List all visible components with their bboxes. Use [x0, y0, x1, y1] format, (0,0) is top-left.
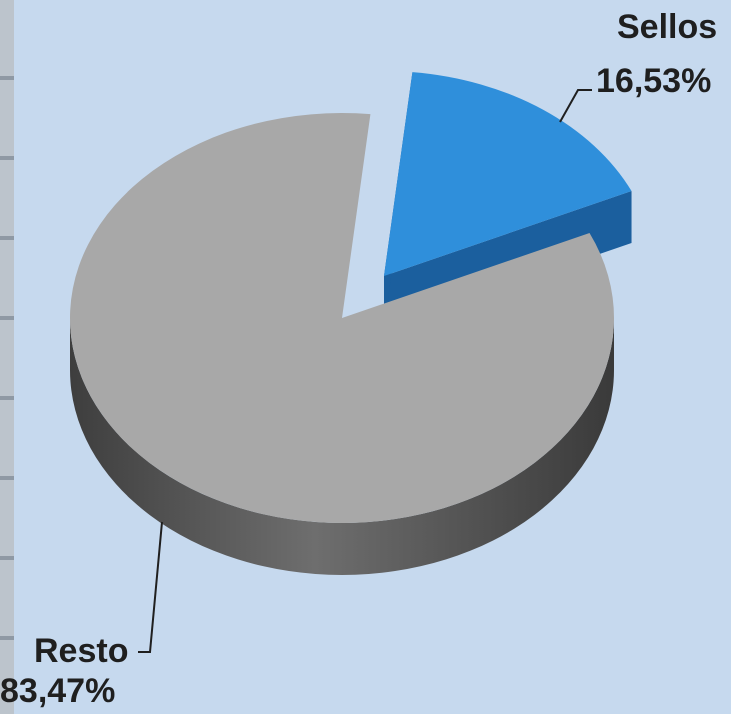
- slice-label-sellos-name: Sellos: [617, 8, 718, 46]
- leader-line-sellos: [559, 89, 592, 123]
- slice-resto: [70, 113, 614, 523]
- pie-group: [70, 72, 632, 575]
- left-border-strip: [0, 0, 14, 714]
- slice-sellos: [384, 72, 632, 276]
- slice-label-resto-name: Resto: [34, 632, 129, 670]
- leader-line-resto: [138, 521, 163, 653]
- slice-label-resto-value: 83,47%: [0, 672, 116, 710]
- slice-label-sellos-value: 16,53%: [596, 62, 712, 100]
- slice-side-resto: [70, 318, 614, 575]
